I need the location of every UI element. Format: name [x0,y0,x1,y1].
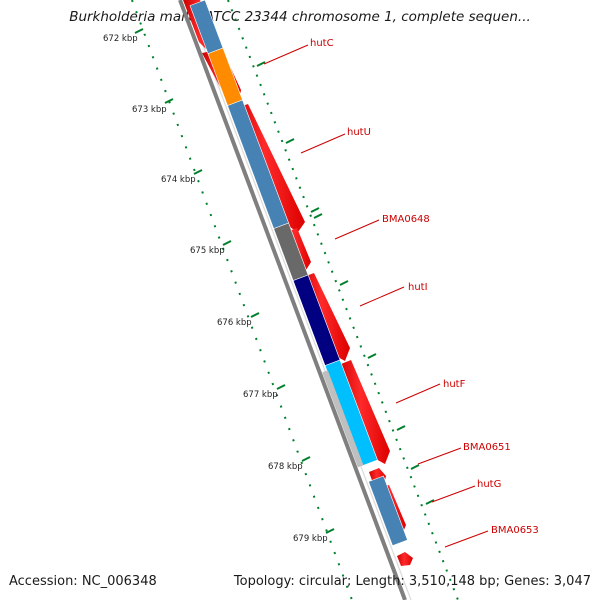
gene-label-BMA0648: BMA0648 [382,214,430,225]
tick-mark [250,312,260,318]
gene-label-BMA0653: BMA0653 [491,525,539,536]
cds-feature [397,552,413,566]
tick-mark [425,499,435,505]
backbone-track [178,0,407,600]
accession-text: Accession: NC_006348 [9,574,157,589]
tick-mark [396,425,406,431]
gene-label-hutI: hutI [408,282,428,293]
gene-label-hutF: hutF [443,379,466,390]
gene-leader-line [431,485,476,503]
tick-mark [193,169,203,175]
tick-label: 675 kbp [190,246,225,256]
tick-mark [339,280,349,286]
tick-mark [285,138,295,144]
tick-label: 674 kbp [161,175,196,185]
gene-leader-line [444,530,489,548]
gene-feature-hutG [368,475,408,547]
tick-mark [367,353,377,359]
gene-leader-line [300,133,346,154]
gene-leader-line [334,219,380,240]
topology-summary: Topology: circular; Length: 3,510,148 bp… [233,574,591,589]
gene-label-hutG: hutG [477,479,501,490]
tick-marks [134,28,435,534]
gene-feature-hutC [207,47,243,107]
gene-labels: hutC hutU BMA0648 hutI hutF BMA0651 hutG… [263,38,539,548]
gene-track [189,0,408,547]
gene-leader-line [359,286,405,307]
tick-mark [256,61,266,67]
tick-label: 673 kbp [132,105,167,115]
gene-leader-line [263,44,309,65]
tick-mark [325,528,335,534]
tick-label: 676 kbp [217,318,252,328]
outer-ruler [227,0,459,600]
tick-mark [134,28,144,34]
tick-mark [222,240,232,246]
gene-leader-line [395,383,441,404]
tick-label: 678 kbp [268,462,303,472]
gene-label-hutC: hutC [310,38,334,49]
tick-mark [276,384,286,390]
gene-leader-line [417,447,462,465]
tick-mark [313,213,323,219]
tick-label: 672 kbp [103,34,138,44]
tick-mark [164,98,174,104]
gene-feature-BMA0651 [322,370,364,468]
tick-mark [301,456,311,462]
tick-mark [410,464,420,470]
tick-label: 679 kbp [293,534,328,544]
tick-mark [310,207,320,213]
gene-label-hutU: hutU [347,127,371,138]
tick-label: 677 kbp [243,390,278,400]
gene-label-BMA0651: BMA0651 [463,442,511,453]
tick-labels: 672 kbp 673 kbp 674 kbp 675 kbp 676 kbp … [103,34,328,544]
